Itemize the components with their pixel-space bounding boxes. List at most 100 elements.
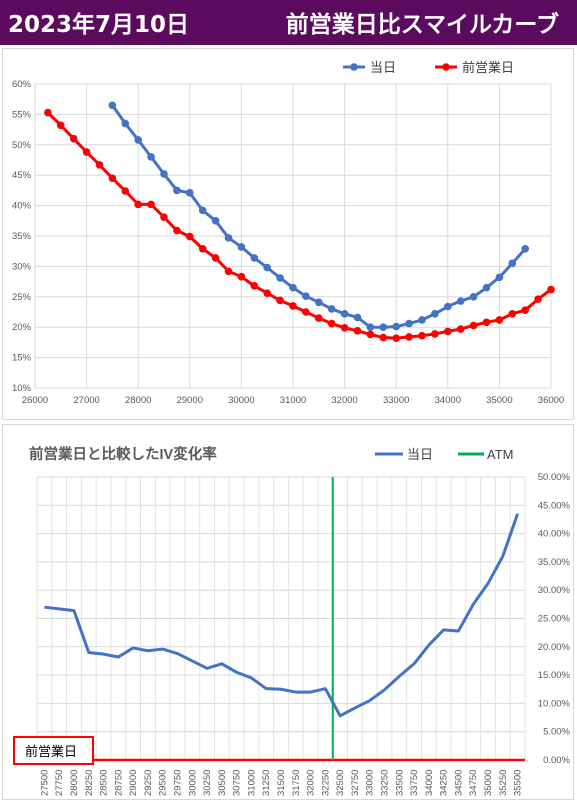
series-line-prev-day	[46, 111, 552, 340]
x-tick-label: 34500	[453, 770, 464, 796]
y-tick-label: 45.00%	[538, 500, 571, 511]
x-tick-label: 32000	[331, 395, 357, 406]
x-tick-label: 33000	[383, 395, 409, 406]
legend-label: 前営業日	[462, 60, 514, 75]
data-point-today	[211, 217, 220, 225]
data-point-prev-day	[160, 213, 168, 221]
x-tick-label: 35000	[486, 395, 512, 406]
x-tick-label: 27000	[73, 395, 99, 406]
header-bar: 2023年7月10日 前営業日比スマイルカーブ	[0, 0, 577, 45]
data-point-prev-day	[198, 244, 207, 253]
y-tick-label: 20%	[12, 322, 32, 333]
data-point-today	[366, 323, 375, 332]
data-point-today	[121, 119, 130, 128]
x-tick-label: 28750	[113, 770, 124, 796]
x-tick-label: 29750	[172, 770, 183, 796]
data-point-today	[134, 136, 142, 144]
data-point-today	[431, 310, 439, 318]
x-tick-label: 28000	[69, 770, 80, 796]
data-point-prev-day	[379, 333, 388, 342]
data-point-prev-day	[134, 200, 142, 209]
x-tick-label: 33500	[394, 770, 405, 796]
x-tick-label: 31750	[291, 770, 302, 796]
data-point-prev-day	[147, 200, 155, 209]
legend-marker	[350, 63, 358, 71]
data-point-prev-day	[405, 333, 413, 341]
x-tick-label: 31250	[261, 770, 272, 796]
data-point-prev-day	[173, 226, 181, 235]
x-tick-label: 29000	[128, 770, 139, 796]
data-point-prev-day	[495, 316, 504, 324]
data-point-prev-day	[289, 302, 297, 310]
data-point-today	[469, 293, 478, 301]
y-tick-label: 15.00%	[538, 670, 571, 681]
iv-change-chart: 前営業日と比較したIV変化率 0.00% 5.00% 10.00% 15.00% 20.0…	[13, 445, 571, 796]
data-point-today	[508, 259, 517, 268]
x-tick-label: 34750	[468, 770, 479, 796]
data-point-prev-day	[392, 334, 401, 342]
data-point-today	[482, 283, 491, 292]
data-point-today	[495, 273, 504, 282]
smile-curve-chart: 10% 15% 20% 25% 30% 35% 40% 45% 50% 55% 60% 26000 27…	[12, 60, 564, 406]
y-tick-label: 15%	[12, 353, 32, 364]
data-point-today	[263, 263, 272, 272]
baseline-label-box	[13, 736, 94, 765]
x-tick-label: 32750	[350, 770, 361, 796]
data-point-today	[198, 206, 207, 215]
legend-label: 当日	[370, 60, 396, 75]
data-point-today	[276, 274, 284, 282]
data-point-today	[224, 234, 233, 242]
data-point-today	[521, 244, 529, 253]
legend-label: 当日	[407, 447, 433, 462]
x-tick-label: 28000	[125, 395, 151, 406]
data-point-today	[108, 101, 117, 110]
data-point-prev-day	[418, 331, 426, 340]
y-tick-label: 25%	[12, 292, 32, 303]
data-point-prev-day	[508, 310, 517, 318]
data-point-prev-day	[431, 330, 439, 338]
x-tick-label: 33250	[380, 770, 391, 796]
x-tick-label: 28500	[99, 770, 110, 796]
y-tick-label: 20.00%	[538, 642, 571, 653]
data-point-prev-day	[95, 161, 104, 169]
data-point-prev-day	[482, 318, 491, 327]
data-point-prev-day	[315, 314, 323, 322]
y-tick-label: 25.00%	[538, 614, 571, 625]
x-tick-label: 30000	[187, 770, 198, 796]
data-point-today	[405, 319, 413, 328]
data-point-prev-day	[353, 327, 362, 335]
data-point-today	[418, 316, 426, 324]
x-tick-label: 28250	[84, 770, 95, 796]
x-tick-label: 30000	[228, 395, 254, 406]
data-point-prev-day	[456, 325, 465, 333]
y-tick-label: 35%	[12, 231, 32, 242]
x-tick-label: 34000	[424, 770, 435, 796]
smile-curve-chart-panel: 10% 15% 20% 25% 30% 35% 40% 45% 50% 55% 60% 26000 27…	[2, 48, 574, 420]
x-tick-label: 29500	[158, 770, 169, 796]
data-point-prev-day	[108, 174, 117, 183]
x-tick-label: 32250	[320, 770, 331, 796]
data-point-today	[186, 189, 194, 197]
data-point-today	[160, 170, 168, 178]
x-tick-label: 36000	[538, 395, 564, 406]
data-point-today	[315, 298, 323, 307]
y-tick-label: 35.00%	[538, 557, 571, 568]
y-tick-label: 5.00%	[543, 727, 570, 738]
x-tick-label: 35500	[513, 770, 524, 796]
data-point-prev-day	[186, 232, 194, 241]
x-tick-label: 32500	[335, 770, 346, 796]
y-tick-label: 30%	[12, 261, 32, 272]
data-point-today	[444, 302, 452, 311]
data-point-prev-day	[521, 306, 529, 314]
data-point-prev-day	[327, 319, 336, 328]
series-line-today	[111, 104, 527, 329]
y-tick-label: 50.00%	[538, 472, 571, 483]
data-point-today	[456, 297, 465, 305]
x-tick-label: 29250	[143, 770, 154, 796]
data-point-prev-day	[276, 296, 284, 305]
y-tick-label: 40.00%	[538, 529, 571, 540]
legend-label: ATM	[487, 447, 513, 462]
data-point-today	[289, 283, 297, 292]
data-point-today	[250, 254, 259, 262]
y-tick-label: 40%	[12, 201, 32, 212]
